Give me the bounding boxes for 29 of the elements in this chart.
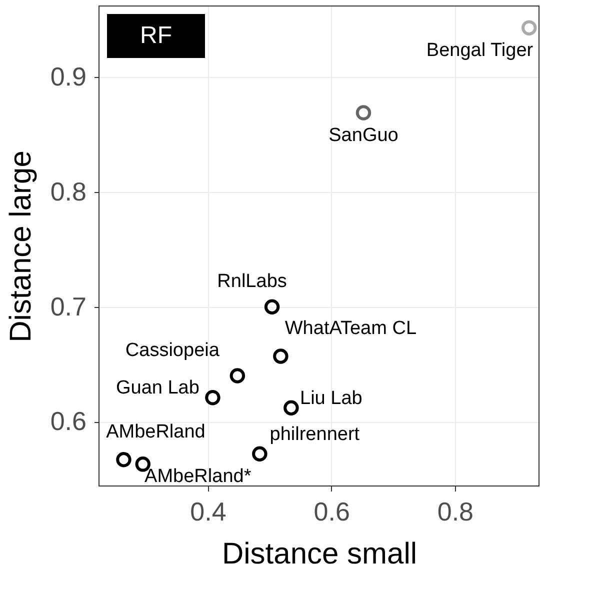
series-label: SanGuo: [328, 124, 398, 146]
x-tick-label: 0.4: [190, 496, 226, 526]
series-label: AMbeRland: [106, 422, 206, 443]
y-axis-title: Distance large: [4, 150, 38, 342]
x-axis-title: Distance small: [222, 538, 418, 570]
series-label: philrennert: [270, 424, 360, 445]
x-tick-label: 0.6: [314, 496, 350, 526]
series-label: Bengal Tiger: [426, 40, 534, 61]
series-label: Cassiopeia: [125, 340, 220, 361]
annotation: RF: [140, 22, 172, 49]
point: [264, 299, 280, 314]
point: [252, 446, 268, 462]
point: [284, 400, 299, 416]
x-tick-label: 0.8: [437, 496, 474, 526]
series-label: RnlLabs: [217, 270, 287, 292]
y-tick-label: 0.7: [50, 291, 86, 322]
y-tick-label: 0.9: [50, 62, 86, 92]
point: [205, 390, 220, 406]
point: [356, 105, 372, 120]
y-tick-label: 0.6: [50, 406, 86, 436]
point: [230, 368, 246, 384]
series-label: Guan Lab: [116, 378, 200, 399]
series-label: AMbeRland*: [144, 466, 252, 488]
series-label: WhatATeam CL: [284, 318, 417, 340]
y-tick-label: 0.8: [50, 176, 86, 207]
point: [273, 348, 288, 364]
series-label: Liu Lab: [300, 388, 362, 409]
point: [521, 20, 537, 36]
point: [116, 452, 132, 468]
